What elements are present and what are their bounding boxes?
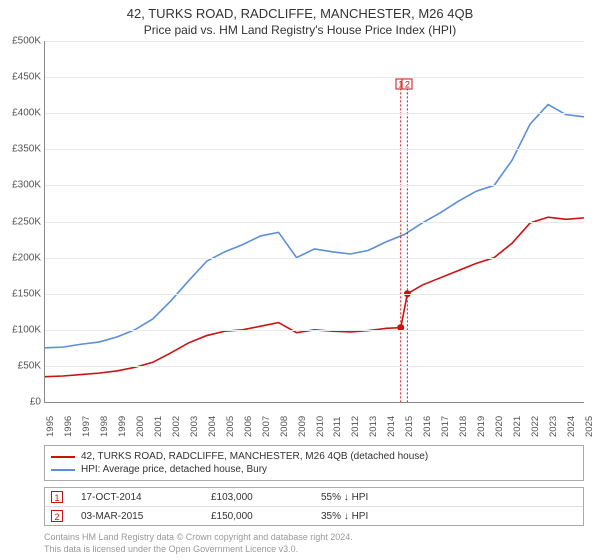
- sales-table: 1 17-OCT-2014 £103,000 55% ↓ HPI 2 03-MA…: [44, 487, 584, 526]
- y-tick-label: £150K: [1, 288, 41, 299]
- series-line: [45, 105, 584, 348]
- legend-label: 42, TURKS ROAD, RADCLIFFE, MANCHESTER, M…: [81, 451, 428, 462]
- x-tick-label: 2012: [350, 416, 361, 437]
- legend-item: 42, TURKS ROAD, RADCLIFFE, MANCHESTER, M…: [51, 450, 577, 463]
- x-tick-label: 2014: [386, 416, 397, 437]
- x-tick-label: 2025: [584, 416, 595, 437]
- sale-marker-badge: 2: [51, 510, 63, 522]
- x-tick-label: 2013: [368, 416, 379, 437]
- y-tick-label: £300K: [1, 180, 41, 191]
- x-tick-label: 2006: [243, 416, 254, 437]
- attribution-line: Contains HM Land Registry data © Crown c…: [44, 532, 584, 544]
- sale-date: 03-MAR-2015: [81, 511, 211, 522]
- sale-hpi-diff: 35% ↓ HPI: [321, 511, 577, 522]
- x-tick-label: 2021: [512, 416, 523, 437]
- x-tick-label: 2001: [153, 416, 164, 437]
- x-tick-label: 2011: [332, 417, 343, 437]
- x-tick-label: 2003: [189, 416, 200, 437]
- price-chart: £0£50K£100K£150K£200K£250K£300K£350K£400…: [44, 41, 584, 403]
- attribution: Contains HM Land Registry data © Crown c…: [44, 532, 584, 555]
- y-tick-label: £350K: [1, 144, 41, 155]
- legend-swatch: [51, 469, 75, 471]
- x-tick-label: 2022: [530, 416, 541, 437]
- x-tick-label: 2016: [422, 416, 433, 437]
- x-tick-label: 2017: [440, 416, 451, 437]
- x-tick-label: 2023: [548, 416, 559, 437]
- x-tick-label: 2020: [494, 416, 505, 437]
- legend-item: HPI: Average price, detached house, Bury: [51, 463, 577, 476]
- x-tick-label: 2002: [171, 416, 182, 437]
- sale-marker-badge: 2: [402, 79, 413, 90]
- x-tick-label: 1998: [99, 416, 110, 437]
- series-line: [45, 217, 584, 377]
- x-tick-label: 1995: [45, 416, 56, 437]
- x-tick-label: 1996: [63, 416, 74, 437]
- sale-price: £150,000: [211, 511, 321, 522]
- y-tick-label: £450K: [1, 72, 41, 83]
- x-tick-label: 1997: [81, 416, 92, 437]
- legend: 42, TURKS ROAD, RADCLIFFE, MANCHESTER, M…: [44, 445, 584, 481]
- sale-marker-badge: 1: [51, 491, 63, 503]
- x-tick-label: 2024: [566, 416, 577, 437]
- legend-swatch: [51, 456, 75, 458]
- y-tick-label: £250K: [1, 216, 41, 227]
- x-tick-label: 2015: [404, 416, 415, 437]
- x-tick-label: 2004: [207, 416, 218, 437]
- y-tick-label: £50K: [1, 360, 41, 371]
- table-row: 2 03-MAR-2015 £150,000 35% ↓ HPI: [45, 507, 583, 525]
- legend-label: HPI: Average price, detached house, Bury: [81, 464, 267, 475]
- chart-subtitle: Price paid vs. HM Land Registry's House …: [0, 21, 600, 41]
- x-tick-label: 2009: [297, 416, 308, 437]
- attribution-line: This data is licensed under the Open Gov…: [44, 544, 584, 556]
- x-tick-label: 2008: [279, 416, 290, 437]
- y-tick-label: £500K: [1, 36, 41, 47]
- x-tick-label: 2005: [225, 416, 236, 437]
- y-tick-label: £200K: [1, 252, 41, 263]
- table-row: 1 17-OCT-2014 £103,000 55% ↓ HPI: [45, 488, 583, 507]
- sale-price: £103,000: [211, 492, 321, 503]
- x-tick-label: 2019: [476, 416, 487, 437]
- x-tick-label: 2018: [458, 416, 469, 437]
- y-tick-label: £0: [1, 397, 41, 408]
- chart-title: 42, TURKS ROAD, RADCLIFFE, MANCHESTER, M…: [0, 0, 600, 21]
- x-tick-label: 1999: [117, 416, 128, 437]
- sale-date: 17-OCT-2014: [81, 492, 211, 503]
- y-tick-label: £100K: [1, 324, 41, 335]
- x-tick-label: 2010: [315, 416, 326, 437]
- sale-hpi-diff: 55% ↓ HPI: [321, 492, 577, 503]
- x-tick-label: 2007: [261, 416, 272, 437]
- y-tick-label: £400K: [1, 108, 41, 119]
- x-tick-label: 2000: [135, 416, 146, 437]
